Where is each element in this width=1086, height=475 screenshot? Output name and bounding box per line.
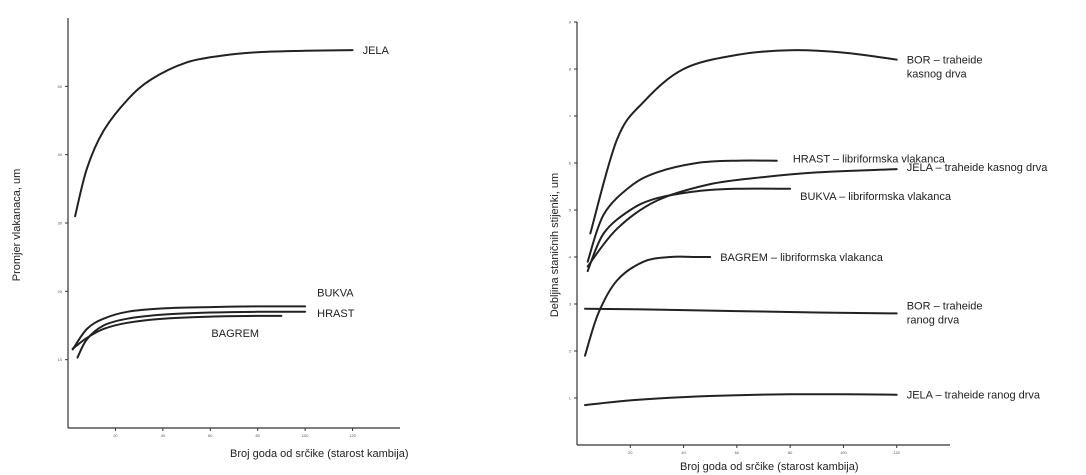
y-tick-label: 6 xyxy=(569,161,572,166)
x-axis-title: Broj goda od srčike (starost kambija) xyxy=(230,448,409,460)
series-label-hrast: HRAST xyxy=(317,308,355,320)
chart-wall-thickness: 1 2 3 4 5 6 7 8 9 20 40 60 80 100 120 BOR – traheide kas… xyxy=(549,20,1048,474)
series-label-bukva-libriformska-vlakanca: BUKVA – libriformska vlakanca xyxy=(800,191,952,203)
series-line-bagrem-libriformska-vlakanca xyxy=(584,255,712,357)
y-tick-label: 5 xyxy=(569,208,572,213)
y-tick-label: 3 xyxy=(569,302,572,307)
series-label-jela: JELA xyxy=(363,45,390,57)
y-tick-label: 30 xyxy=(58,221,63,226)
series-line-jela xyxy=(74,49,354,218)
y-axis-title: Promjer vlakanaca, um xyxy=(11,169,23,282)
series-label-bagrem-libriformska-vlakanca: BAGREM – libriformska vlakanca xyxy=(720,252,883,264)
x-tick-label: 20 xyxy=(628,450,633,455)
series-label-bagrem: BAGREM xyxy=(211,328,259,340)
series-line-bor-traheide-ranog-drva xyxy=(584,307,898,315)
y-tick-label: 1 xyxy=(569,396,572,401)
y-tick-label: 4 xyxy=(569,255,572,260)
series-label-hrast-libriformska-vlakanca: HRAST – libriformska vlakanca xyxy=(793,154,946,166)
series-line-bukva xyxy=(71,305,307,351)
x-tick-label: 60 xyxy=(208,433,213,438)
x-tick-label: 40 xyxy=(681,450,686,455)
x-tick-label: 120 xyxy=(349,433,356,438)
series-label-bukva: BUKVA xyxy=(317,287,354,299)
series-label-jela-traheide-ranog-drva: JELA – traheide ranog drva xyxy=(907,390,1041,402)
x-tick-label: 80 xyxy=(788,450,793,455)
y-tick-label: 9 xyxy=(569,20,572,25)
x-tick-label: 20 xyxy=(113,433,118,438)
x-tick-label: 100 xyxy=(302,433,309,438)
series-line-jela-traheide-kasnog-drva xyxy=(586,168,898,268)
y-tick-label: 50 xyxy=(58,84,63,89)
y-tick-label: 10 xyxy=(58,357,63,362)
y-axis-title: Debljina staničnih stijenki, um xyxy=(549,173,561,317)
chart-fiber-diameter: 10 20 30 40 50 20 40 60 80 100 120 JELA BUKVA HRAST BA… xyxy=(11,18,409,460)
series-label-jela-traheide-kasnog-drva: JELA – traheide kasnog drva xyxy=(907,162,1049,174)
y-tick-label: 20 xyxy=(58,289,63,294)
series-line-hrast-libriformska-vlakanca xyxy=(586,159,778,263)
series-label-bor-traheide-ranog-drva: BOR – traheide ranog drva xyxy=(907,300,983,326)
x-tick-label: 80 xyxy=(255,433,260,438)
y-tick-label: 7 xyxy=(569,114,572,119)
x-axis-title: Broj goda od srčike (starost kambija) xyxy=(680,461,859,473)
y-tick-label: 40 xyxy=(58,152,63,157)
x-tick-label: 60 xyxy=(735,450,740,455)
y-tick-label: 8 xyxy=(569,67,572,72)
x-tick-label: 40 xyxy=(161,433,166,438)
series-line-bagrem xyxy=(71,314,283,350)
series-line-hrast xyxy=(76,310,307,359)
x-tick-label: 100 xyxy=(840,450,847,455)
series-label-bor-traheide-kasnog-drva: BOR – traheide kasnog drva xyxy=(907,55,983,81)
x-tick-label: 120 xyxy=(893,450,900,455)
y-tick-label: 2 xyxy=(569,349,572,354)
series-line-bor-traheide-kasnog-drva xyxy=(589,49,898,235)
series-line-bukva-libriformska-vlakanca xyxy=(586,187,792,273)
series-line-jela-traheide-ranog-drva xyxy=(584,393,898,407)
